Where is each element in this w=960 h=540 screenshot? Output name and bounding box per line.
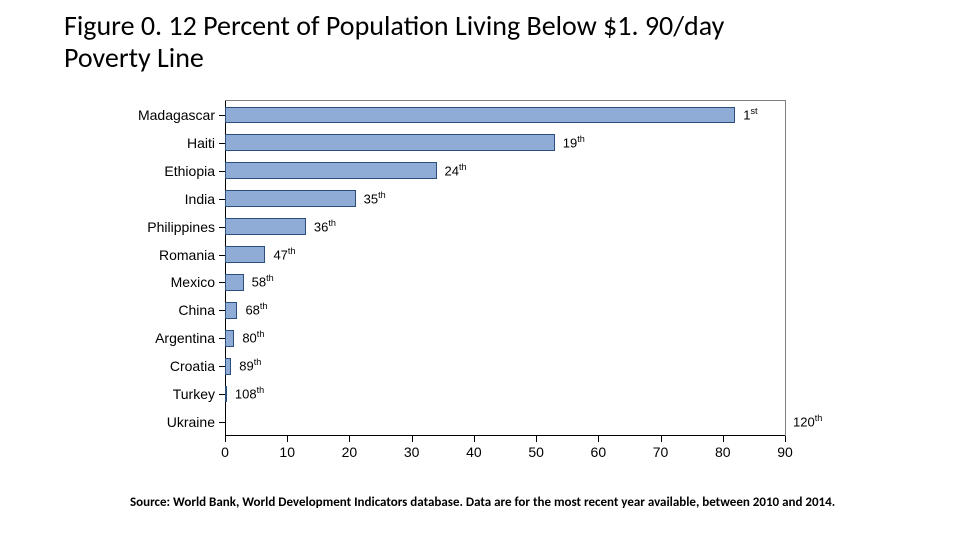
bar — [225, 302, 237, 319]
rank-label: 19th — [563, 135, 585, 150]
x-tick-label: 40 — [466, 444, 482, 460]
bar-row: Mexico58th — [225, 269, 785, 297]
bar — [225, 218, 306, 235]
x-tick — [598, 436, 599, 442]
rank-label: 36th — [314, 219, 336, 234]
rank-label: 68th — [245, 303, 267, 318]
category-label: Haiti — [90, 135, 215, 151]
category-label: Romania — [90, 247, 215, 263]
rank-label: 108th — [235, 387, 264, 402]
rank-label: 58th — [252, 275, 274, 290]
x-tick — [536, 436, 537, 442]
x-tick — [474, 436, 475, 442]
x-tick — [349, 436, 350, 442]
bar — [225, 162, 437, 179]
category-label: Croatia — [90, 358, 215, 374]
rank-label: 120th — [793, 415, 822, 430]
category-label: Argentina — [90, 330, 215, 346]
category-label: Madagascar — [90, 107, 215, 123]
figure-title: Figure 0. 12 Percent of Population Livin… — [64, 10, 744, 74]
x-tick — [785, 436, 786, 442]
bar-row: Ethiopia24th — [225, 157, 785, 185]
rank-label: 24th — [445, 163, 467, 178]
bar — [225, 190, 356, 207]
source-note: Source: World Bank, World Development In… — [130, 495, 850, 511]
bar-row: India35th — [225, 185, 785, 213]
x-tick-label: 30 — [404, 444, 420, 460]
bar — [225, 107, 735, 124]
x-tick-label: 60 — [591, 444, 607, 460]
y-tick — [219, 422, 225, 423]
bar-row: Madagascar1st — [225, 101, 785, 129]
category-label: Philippines — [90, 219, 215, 235]
category-label: Mexico — [90, 274, 215, 290]
bar — [225, 358, 231, 375]
x-tick-label: 80 — [715, 444, 731, 460]
bar-row: Ukraine120th — [225, 408, 785, 436]
bar — [225, 246, 265, 263]
x-tick-label: 20 — [342, 444, 358, 460]
bar-row: Romania47th — [225, 241, 785, 269]
bar-row: Turkey108th — [225, 380, 785, 408]
x-tick-label: 10 — [279, 444, 295, 460]
rank-label: 47th — [273, 247, 295, 262]
plot-area: 0102030405060708090Madagascar1stHaiti19t… — [225, 100, 786, 436]
x-tick — [287, 436, 288, 442]
x-tick-label: 90 — [777, 444, 793, 460]
bar-chart: 0 10 20 30 40 50 60 70 80 90 Madagascar1stHaiti19t… — [95, 100, 835, 475]
x-tick-label: 50 — [528, 444, 544, 460]
x-tick — [412, 436, 413, 442]
bar-row: Argentina80th — [225, 324, 785, 352]
bar-row: Philippines36th — [225, 213, 785, 241]
x-tick — [225, 436, 226, 442]
bar — [225, 386, 227, 403]
category-label: Turkey — [90, 386, 215, 402]
category-label: Ukraine — [90, 414, 215, 430]
category-label: China — [90, 302, 215, 318]
bar — [225, 330, 234, 347]
bar — [225, 274, 244, 291]
x-tick-label: 0 — [221, 444, 229, 460]
rank-label: 80th — [242, 331, 264, 346]
bar — [225, 134, 555, 151]
bar-row: Croatia89th — [225, 352, 785, 380]
x-tick — [661, 436, 662, 442]
rank-label: 1st — [743, 107, 757, 122]
bar-row: Haiti19th — [225, 129, 785, 157]
rank-label: 35th — [364, 191, 386, 206]
x-tick-label: 70 — [653, 444, 669, 460]
category-label: India — [90, 191, 215, 207]
bar-row: China68th — [225, 296, 785, 324]
x-tick — [723, 436, 724, 442]
category-label: Ethiopia — [90, 163, 215, 179]
rank-label: 89th — [239, 359, 261, 374]
